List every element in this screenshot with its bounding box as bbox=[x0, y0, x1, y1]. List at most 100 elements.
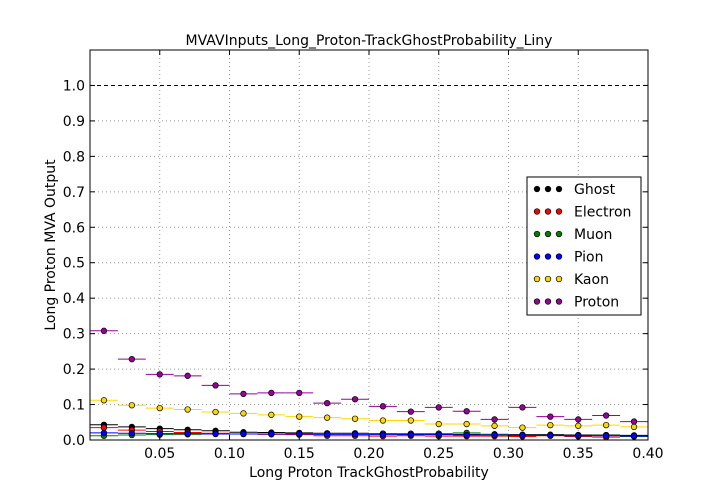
data-point bbox=[519, 404, 526, 411]
data-point bbox=[100, 327, 108, 334]
data-point bbox=[630, 432, 638, 440]
data-point bbox=[547, 421, 554, 429]
data-point bbox=[212, 408, 219, 416]
legend-marker bbox=[555, 230, 563, 238]
y-tick-label: 0.0 bbox=[63, 433, 85, 449]
legend-marker bbox=[544, 275, 552, 283]
data-point bbox=[435, 420, 442, 428]
legend-marker bbox=[555, 298, 563, 305]
data-point bbox=[407, 431, 415, 438]
data-point bbox=[547, 413, 554, 420]
data-point bbox=[100, 397, 108, 404]
legend-marker bbox=[555, 208, 563, 215]
data-point bbox=[379, 403, 387, 410]
y-tick-label: 0.2 bbox=[63, 362, 85, 378]
data-point bbox=[156, 404, 163, 412]
data-point bbox=[212, 382, 219, 389]
x-tick-label: 0.25 bbox=[423, 446, 454, 462]
data-point bbox=[630, 418, 638, 425]
legend-item: Kaon bbox=[533, 272, 609, 288]
data-point bbox=[268, 411, 275, 418]
x-tick-label: 0.30 bbox=[493, 446, 524, 462]
data-point bbox=[463, 420, 470, 428]
data-point bbox=[128, 430, 136, 437]
data-point bbox=[240, 390, 247, 398]
data-point bbox=[100, 429, 108, 437]
legend-marker bbox=[555, 185, 563, 193]
x-tick-label: 0.10 bbox=[214, 446, 245, 462]
legend-marker bbox=[544, 298, 552, 305]
y-tick-label: 0.9 bbox=[63, 114, 85, 130]
data-point bbox=[100, 424, 108, 431]
data-point bbox=[268, 389, 275, 396]
data-point bbox=[184, 430, 191, 437]
legend-item: Proton bbox=[533, 295, 619, 311]
data-point bbox=[268, 430, 275, 438]
legend-item: Ghost bbox=[533, 182, 616, 198]
data-point bbox=[407, 408, 415, 415]
data-point bbox=[324, 414, 331, 421]
data-point bbox=[519, 424, 526, 431]
data-point bbox=[547, 432, 554, 439]
data-point bbox=[240, 430, 247, 438]
data-point bbox=[184, 372, 191, 379]
legend-box bbox=[526, 176, 642, 316]
legend-marker bbox=[544, 253, 552, 260]
legend-marker bbox=[533, 230, 541, 238]
data-point bbox=[435, 404, 442, 411]
y-tick-label: 0.7 bbox=[63, 185, 85, 201]
legend-item: Pion bbox=[533, 250, 603, 266]
data-point bbox=[463, 431, 470, 439]
x-tick-label: 0.35 bbox=[563, 446, 594, 462]
data-point bbox=[351, 415, 359, 422]
y-tick-label: 0.3 bbox=[63, 327, 85, 343]
data-point bbox=[128, 402, 136, 409]
y-tick-label: 0.8 bbox=[63, 149, 85, 165]
x-tick-label: 0.05 bbox=[144, 446, 175, 462]
data-point bbox=[603, 432, 610, 439]
data-point bbox=[351, 396, 359, 403]
x-axis-label: Long Proton TrackGhostProbability bbox=[249, 465, 489, 481]
data-point bbox=[296, 389, 303, 396]
legend-label: Ghost bbox=[574, 182, 616, 198]
chart-title: MVAVInputs_Long_Proton-TrackGhostProbabi… bbox=[186, 33, 553, 49]
legend-marker bbox=[533, 253, 541, 260]
legend-marker bbox=[544, 208, 552, 215]
data-point bbox=[324, 431, 331, 438]
legend-label: Pion bbox=[574, 250, 603, 266]
x-tick-label: 0.40 bbox=[632, 446, 663, 462]
y-tick-label: 0.6 bbox=[63, 220, 85, 236]
data-point bbox=[603, 412, 610, 419]
y-tick-label: 0.5 bbox=[63, 256, 85, 272]
data-point bbox=[128, 356, 136, 363]
x-tick-label: 0.20 bbox=[353, 446, 384, 462]
legend-marker bbox=[533, 275, 541, 283]
y-axis-label: Long Proton MVA Output bbox=[43, 159, 59, 331]
legend-marker bbox=[555, 275, 563, 283]
data-point bbox=[379, 417, 387, 424]
data-series bbox=[90, 327, 648, 441]
data-point bbox=[491, 431, 498, 439]
series-proton bbox=[90, 327, 648, 425]
data-point bbox=[240, 410, 247, 417]
legend-marker bbox=[533, 185, 541, 193]
data-point bbox=[184, 406, 191, 413]
legend-label: Electron bbox=[574, 205, 631, 221]
data-point bbox=[296, 413, 303, 420]
data-point bbox=[491, 416, 498, 423]
y-tick-label: 1.0 bbox=[63, 78, 85, 94]
data-point bbox=[575, 422, 582, 429]
legend-item: Muon bbox=[533, 227, 612, 243]
legend: Ghost Electron Muon Pion Kaon Proton bbox=[526, 176, 642, 316]
legend-item: Electron bbox=[533, 205, 631, 221]
legend-label: Muon bbox=[574, 227, 612, 243]
legend-marker bbox=[533, 298, 541, 305]
legend-label: Kaon bbox=[574, 272, 609, 288]
legend-marker bbox=[544, 185, 552, 193]
data-point bbox=[351, 431, 359, 438]
y-tick-label: 0.1 bbox=[63, 398, 85, 414]
y-tick-label: 0.4 bbox=[63, 291, 85, 307]
data-point bbox=[630, 423, 638, 431]
data-point bbox=[491, 422, 498, 429]
